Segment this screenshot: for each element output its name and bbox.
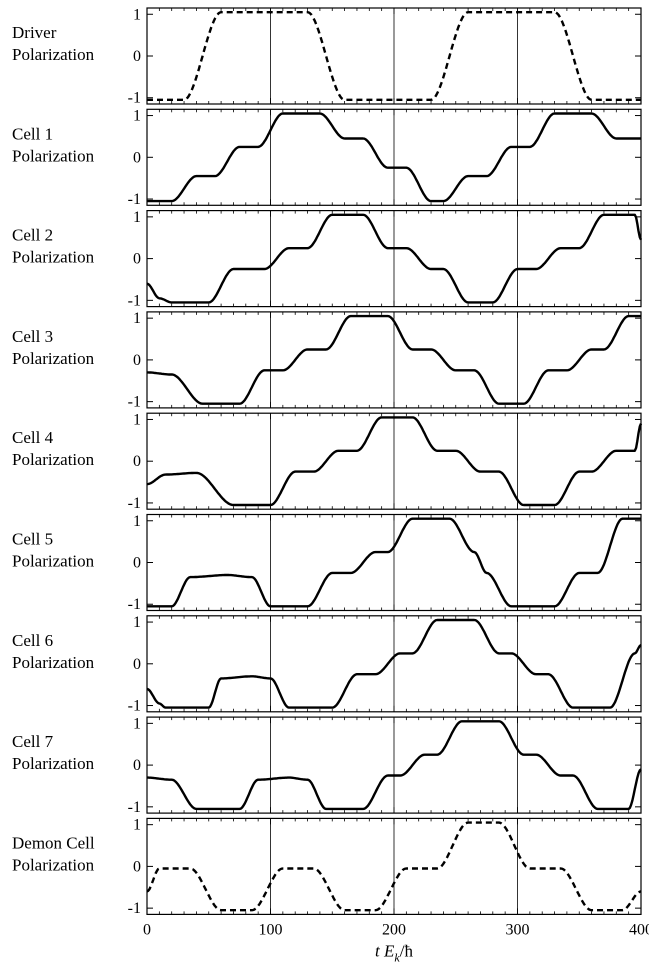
panel-1: Driver Polarization 1 0 -1 — [12, 6, 642, 107]
panel-3: Cell 2 Polarization 1 0 -1 — [12, 209, 643, 309]
panel-7: Cell 6 Polarization 1 0 -1 — [12, 614, 642, 715]
x-tick-label: 0 — [143, 921, 151, 938]
polarization-curve — [147, 112, 641, 203]
polarization-curve — [147, 720, 642, 811]
panel-label-line: Polarization — [12, 45, 95, 64]
y-tick-label: 1 — [133, 614, 141, 631]
y-tick-label: -1 — [128, 495, 141, 512]
panel-8: Cell 7 Polarization 1 0 -1 — [12, 715, 642, 816]
panel-label-line: Cell 3 — [12, 327, 53, 346]
y-tick-label: 1 — [133, 209, 141, 226]
panel-5: Cell 4 Polarization 1 0 -1 — [12, 411, 643, 512]
panel-label-line: Polarization — [12, 349, 95, 368]
y-tick-label: 0 — [133, 656, 141, 673]
y-tick-label: 1 — [133, 411, 141, 428]
panel-label-line: Polarization — [12, 146, 95, 165]
panel-9: Demon Cell Polarization 1 0 -1 — [12, 817, 642, 917]
polarization-curve — [146, 213, 643, 304]
y-tick-label: 1 — [133, 715, 141, 732]
panel-label-line: Cell 6 — [12, 631, 53, 650]
y-tick-label: -1 — [128, 799, 141, 816]
y-tick-label: 1 — [133, 817, 141, 834]
x-label-E: E — [383, 941, 395, 960]
panel-label-line: Polarization — [12, 450, 95, 469]
polarization-curve — [146, 821, 642, 912]
polarization-curve — [146, 618, 642, 709]
polarization-curve — [147, 517, 641, 608]
y-tick-label: -1 — [128, 900, 141, 917]
y-tick-label: -1 — [128, 191, 141, 208]
panel-label-line: Cell 5 — [12, 530, 53, 549]
y-tick-label: 0 — [133, 858, 141, 875]
panel-label-line: Cell 4 — [12, 428, 54, 447]
y-tick-label: 1 — [133, 310, 141, 327]
panel-label-line: Polarization — [12, 552, 95, 571]
panel-label-line: Demon Cell — [12, 833, 95, 852]
x-label-hbar: /ħ — [400, 941, 414, 960]
y-tick-label: -1 — [128, 698, 141, 715]
y-tick-label: -1 — [128, 90, 141, 107]
x-tick-label: 200 — [382, 921, 406, 938]
x-axis-label: t Ek/ħ — [375, 941, 413, 964]
x-label-sub: k — [394, 950, 400, 964]
y-tick-label: 0 — [133, 48, 141, 65]
y-tick-label: -1 — [128, 394, 141, 411]
panel-label-line: Driver — [12, 23, 57, 42]
panel-label-line: Polarization — [12, 855, 95, 874]
y-tick-label: 0 — [133, 757, 141, 774]
y-tick-label: 0 — [133, 453, 141, 470]
y-tick-label: 1 — [133, 6, 141, 23]
panel-label-line: Polarization — [12, 653, 95, 672]
panel-label-line: Cell 1 — [12, 124, 53, 143]
panel-label-line: Cell 2 — [12, 226, 53, 245]
panel-2: Cell 1 Polarization 1 0 -1 — [12, 108, 642, 208]
y-tick-label: 0 — [133, 149, 141, 166]
y-tick-label: 0 — [133, 352, 141, 369]
panel-label-line: Polarization — [12, 248, 95, 267]
y-tick-label: 1 — [133, 108, 141, 125]
panel-4: Cell 3 Polarization 1 0 -1 — [12, 310, 642, 411]
panel-label-line: Cell 7 — [12, 732, 54, 751]
polarization-curve — [146, 416, 643, 507]
y-tick-label: -1 — [128, 596, 141, 613]
panel-6: Cell 5 Polarization 1 0 -1 — [12, 513, 642, 613]
y-tick-label: 1 — [133, 513, 141, 530]
x-tick-label: 300 — [506, 921, 530, 938]
polarization-curve — [147, 11, 641, 101]
y-tick-label: -1 — [128, 292, 141, 309]
x-label-t: t — [375, 941, 384, 960]
x-tick-label: 400 — [629, 921, 649, 938]
x-tick-label: 100 — [259, 921, 283, 938]
panel-label-line: Polarization — [12, 754, 95, 773]
y-tick-label: 0 — [133, 555, 141, 572]
polarization-curve — [147, 314, 641, 405]
y-tick-label: 0 — [133, 251, 141, 268]
